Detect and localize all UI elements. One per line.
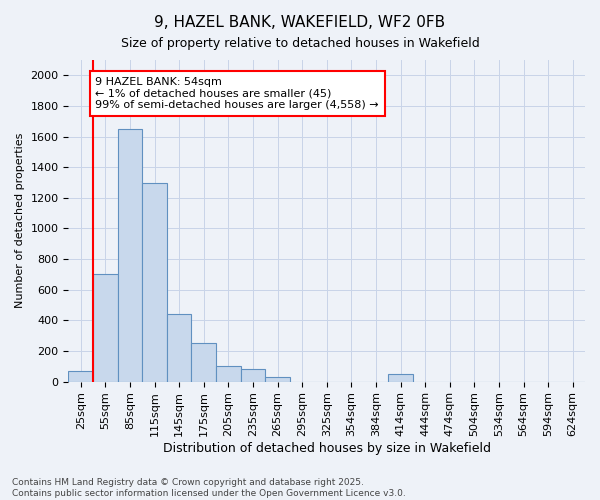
Bar	[118, 129, 142, 382]
Text: 9, HAZEL BANK, WAKEFIELD, WF2 0FB: 9, HAZEL BANK, WAKEFIELD, WF2 0FB	[154, 15, 446, 30]
Y-axis label: Number of detached properties: Number of detached properties	[15, 133, 25, 308]
Bar	[191, 344, 216, 382]
Text: Contains HM Land Registry data © Crown copyright and database right 2025.
Contai: Contains HM Land Registry data © Crown c…	[12, 478, 406, 498]
Bar	[68, 371, 93, 382]
Text: 9 HAZEL BANK: 54sqm
← 1% of detached houses are smaller (45)
99% of semi-detache: 9 HAZEL BANK: 54sqm ← 1% of detached hou…	[95, 77, 379, 110]
Bar	[241, 370, 265, 382]
Bar	[142, 182, 167, 382]
Bar	[93, 274, 118, 382]
Bar	[388, 374, 413, 382]
Bar	[265, 377, 290, 382]
Bar	[167, 314, 191, 382]
X-axis label: Distribution of detached houses by size in Wakefield: Distribution of detached houses by size …	[163, 442, 491, 455]
Text: Size of property relative to detached houses in Wakefield: Size of property relative to detached ho…	[121, 38, 479, 51]
Bar	[216, 366, 241, 382]
